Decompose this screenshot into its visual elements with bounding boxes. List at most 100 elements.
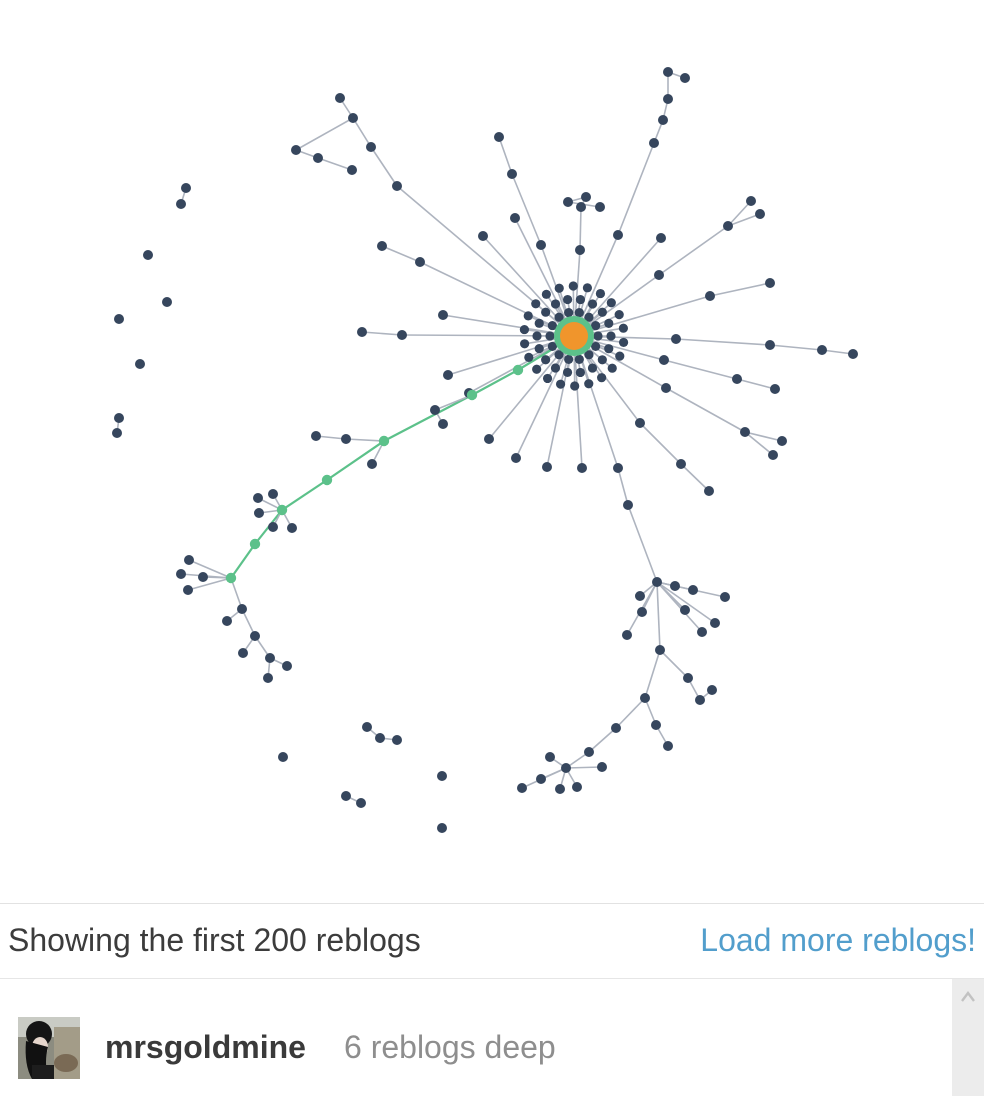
reblog-node[interactable]	[746, 196, 756, 206]
reblog-node[interactable]	[341, 434, 351, 444]
reblog-node[interactable]	[651, 720, 661, 730]
reblog-node[interactable]	[184, 555, 194, 565]
reblog-node[interactable]	[765, 278, 775, 288]
reblog-node[interactable]	[613, 230, 623, 240]
reblog-node[interactable]	[438, 310, 448, 320]
reblog-node[interactable]	[484, 434, 494, 444]
reblog-node[interactable]	[437, 823, 447, 833]
reblog-node[interactable]	[607, 363, 617, 373]
reblog-node[interactable]	[114, 413, 124, 423]
highlighted-reblog-node[interactable]	[378, 435, 390, 447]
reblog-node[interactable]	[658, 115, 668, 125]
highlighted-reblog-node[interactable]	[249, 538, 261, 550]
reblog-node[interactable]	[597, 307, 607, 317]
reblog-node[interactable]	[663, 67, 673, 77]
reblog-node[interactable]	[587, 363, 598, 373]
reblog-node[interactable]	[554, 283, 564, 293]
reblog-node[interactable]	[680, 605, 690, 615]
reblog-node[interactable]	[581, 192, 591, 202]
highlighted-reblog-node[interactable]	[512, 364, 524, 376]
reblog-node[interactable]	[415, 257, 425, 267]
reblog-node[interactable]	[291, 145, 301, 155]
reblog-node[interactable]	[770, 384, 780, 394]
reblog-node[interactable]	[550, 363, 561, 373]
reblog-node[interactable]	[572, 782, 582, 792]
reblog-node[interactable]	[635, 591, 645, 601]
reblog-node[interactable]	[550, 299, 561, 309]
reblog-node[interactable]	[597, 373, 607, 383]
scroll-up-icon[interactable]	[960, 989, 976, 1003]
reblog-node[interactable]	[542, 373, 553, 384]
reblog-node[interactable]	[561, 763, 571, 773]
reblog-node[interactable]	[720, 592, 730, 602]
reblog-node[interactable]	[437, 771, 447, 781]
reblog-node[interactable]	[615, 351, 625, 361]
reblog-node[interactable]	[676, 459, 686, 469]
reblog-node[interactable]	[656, 233, 666, 243]
reblog-node[interactable]	[635, 418, 645, 428]
reblog-node[interactable]	[176, 199, 186, 209]
reblog-node[interactable]	[661, 383, 671, 393]
reblog-node[interactable]	[282, 661, 292, 671]
reblog-node[interactable]	[554, 312, 564, 322]
reblog-node[interactable]	[595, 202, 605, 212]
reblog-node[interactable]	[584, 379, 594, 389]
reblog-node[interactable]	[263, 673, 273, 683]
reblog-node[interactable]	[536, 774, 546, 784]
reblog-node[interactable]	[547, 341, 557, 352]
reblog-node[interactable]	[649, 138, 659, 148]
reblog-node[interactable]	[511, 453, 521, 463]
reblog-node[interactable]	[563, 294, 573, 305]
reblog-node[interactable]	[536, 240, 546, 250]
reblog-node[interactable]	[507, 169, 517, 179]
reblog-node[interactable]	[523, 311, 533, 321]
reblog-node[interactable]	[570, 381, 580, 391]
reblog-node[interactable]	[582, 283, 593, 293]
reblog-node[interactable]	[637, 607, 647, 617]
reblog-node[interactable]	[623, 500, 633, 510]
reblog-node[interactable]	[524, 352, 534, 363]
reblog-node[interactable]	[531, 299, 541, 309]
highlighted-reblog-node[interactable]	[225, 572, 237, 584]
reblog-node[interactable]	[817, 345, 827, 355]
reblog-node[interactable]	[278, 752, 288, 762]
reblog-node[interactable]	[568, 281, 578, 291]
reblog-node[interactable]	[357, 327, 367, 337]
reblog-node[interactable]	[765, 340, 775, 350]
reblog-node[interactable]	[671, 334, 681, 344]
reblog-node[interactable]	[347, 165, 357, 175]
load-more-reblogs-link[interactable]: Load more reblogs!	[700, 922, 976, 958]
reblog-node[interactable]	[732, 374, 742, 384]
reblog-node[interactable]	[618, 323, 628, 333]
reblog-node[interactable]	[584, 747, 594, 757]
reblog-node[interactable]	[688, 585, 698, 595]
reblog-node[interactable]	[604, 318, 614, 328]
reblog-node[interactable]	[545, 752, 555, 762]
reblog-node[interactable]	[265, 653, 275, 663]
reblog-node[interactable]	[768, 450, 778, 460]
reblog-node[interactable]	[430, 405, 440, 415]
reblog-node[interactable]	[532, 331, 542, 341]
reblog-node[interactable]	[287, 523, 297, 533]
reblog-node[interactable]	[335, 93, 345, 103]
highlighted-reblog-node[interactable]	[276, 504, 288, 516]
reblog-node[interactable]	[563, 197, 573, 207]
reblog-node[interactable]	[545, 331, 555, 341]
reblog-node[interactable]	[313, 153, 323, 163]
reblog-node[interactable]	[135, 359, 145, 369]
reblog-node[interactable]	[704, 486, 714, 496]
scrollbar[interactable]	[952, 979, 984, 1096]
reblog-node[interactable]	[663, 94, 673, 104]
reblog-node[interactable]	[564, 308, 574, 318]
reblog-node[interactable]	[705, 291, 715, 301]
reblog-node[interactable]	[777, 436, 787, 446]
reblog-node[interactable]	[181, 183, 191, 193]
reblog-node[interactable]	[606, 298, 616, 308]
reblog-node[interactable]	[740, 427, 750, 437]
reblog-node[interactable]	[547, 320, 557, 331]
reblog-node[interactable]	[238, 648, 248, 658]
reblog-node[interactable]	[519, 324, 530, 335]
reblog-node[interactable]	[654, 270, 664, 280]
reblog-node[interactable]	[683, 673, 693, 683]
reblog-graph[interactable]	[0, 0, 984, 903]
